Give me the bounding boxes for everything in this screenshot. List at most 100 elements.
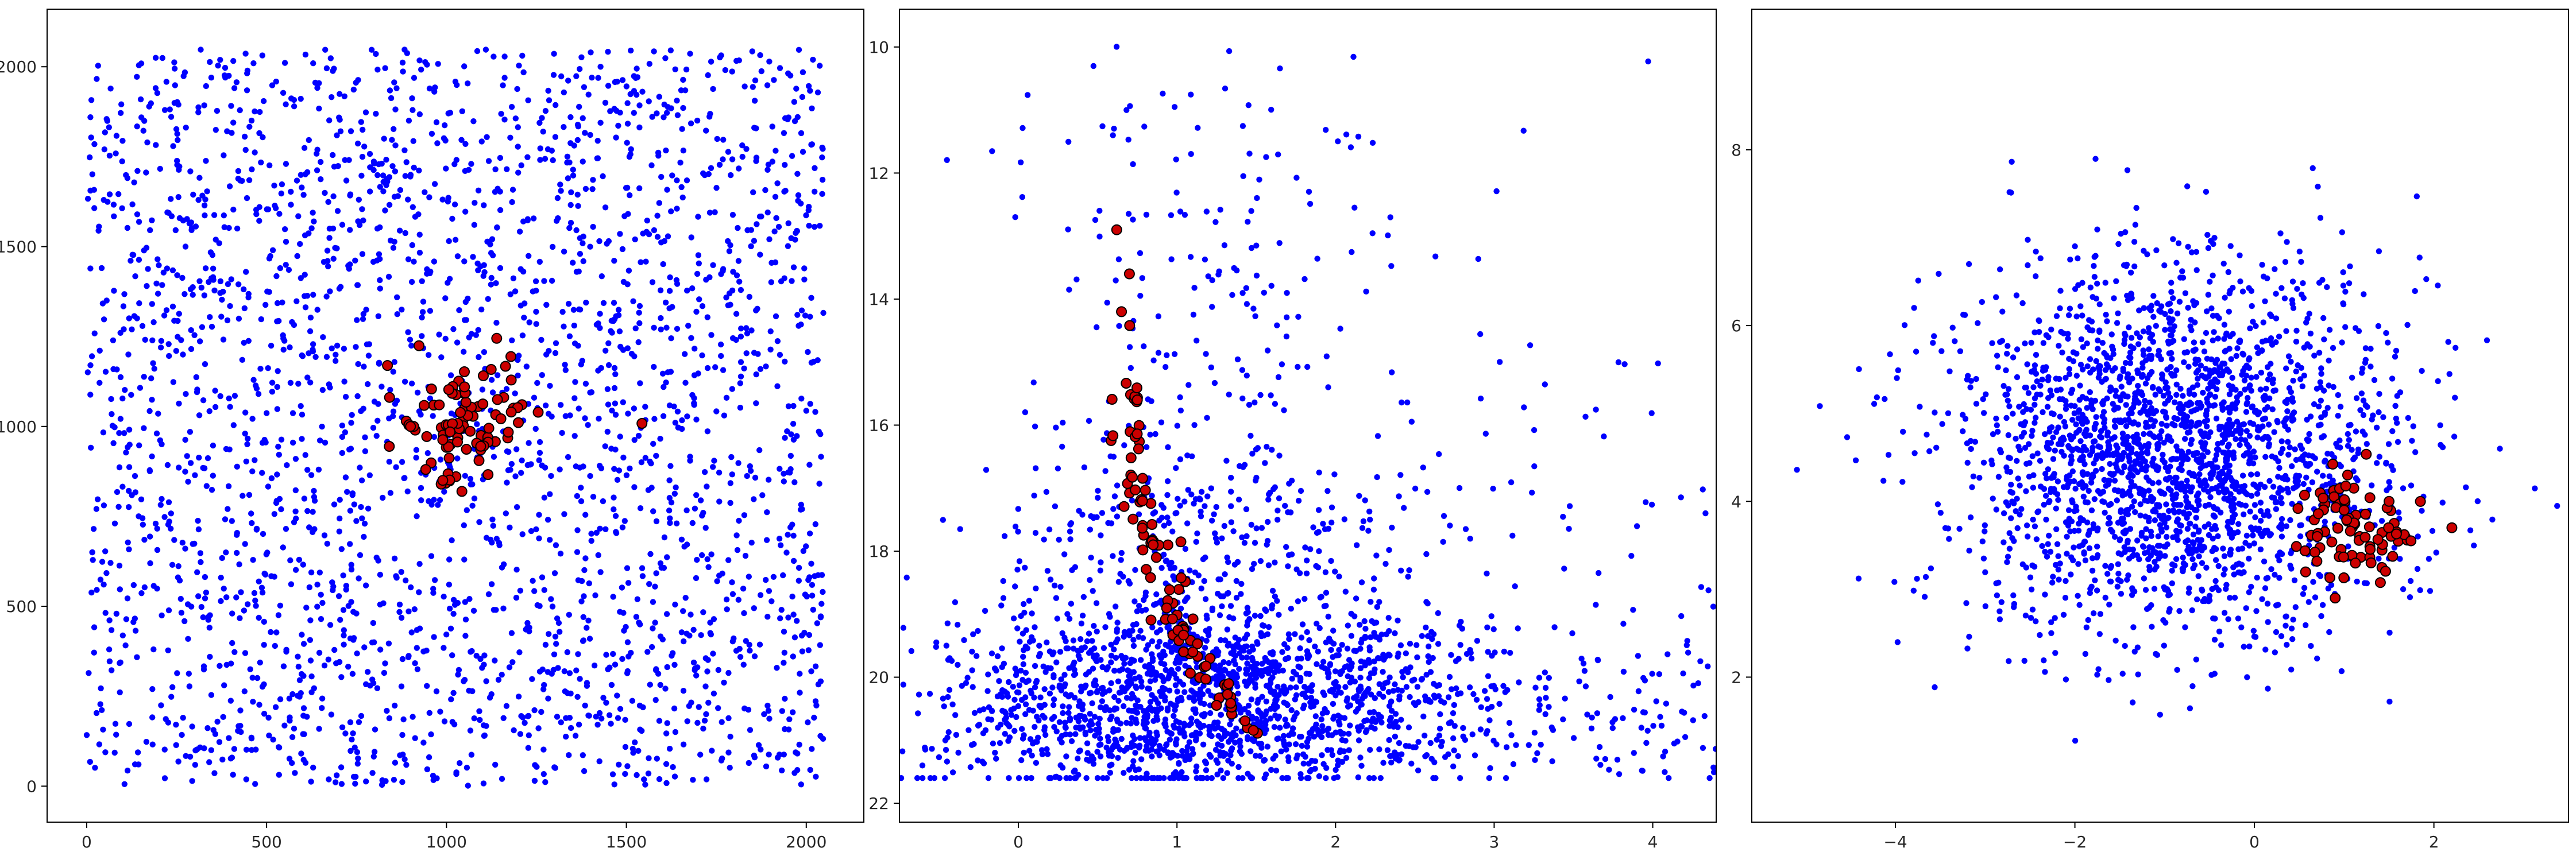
field-point [1315, 507, 1322, 513]
field-point [642, 404, 648, 410]
field-point [578, 578, 585, 584]
field-point [952, 599, 959, 606]
field-point [1267, 715, 1274, 722]
field-point [1165, 750, 1171, 757]
field-point [1006, 775, 1012, 781]
field-point [582, 512, 589, 518]
field-point [169, 684, 176, 691]
field-point [299, 412, 306, 418]
field-point [1022, 409, 1029, 416]
field-point [1057, 649, 1064, 655]
field-point [677, 160, 683, 166]
field-point [1373, 552, 1380, 559]
field-point [770, 574, 777, 580]
field-point [1040, 663, 1046, 670]
field-point [113, 133, 120, 139]
field-point [1335, 762, 1341, 769]
field-point [1372, 695, 1378, 702]
field-point [1265, 624, 1272, 630]
field-point [1340, 730, 1346, 737]
field-point [1450, 735, 1457, 742]
field-point [172, 227, 179, 234]
field-point [134, 211, 141, 218]
field-point [237, 107, 243, 114]
field-point [1222, 730, 1229, 736]
field-point [576, 103, 582, 110]
field-point [385, 273, 392, 280]
field-point [286, 695, 292, 702]
field-point [617, 433, 623, 440]
field-point [166, 518, 172, 525]
field-point [673, 484, 679, 491]
field-point [255, 391, 262, 397]
field-point [651, 227, 658, 234]
field-point [442, 335, 449, 342]
field-point [1330, 700, 1337, 707]
field-point [481, 349, 488, 355]
field-point [940, 517, 947, 523]
field-point [165, 607, 172, 614]
field-point [699, 303, 706, 309]
field-point [451, 202, 458, 208]
field-point [527, 462, 534, 468]
field-point [672, 420, 679, 426]
field-point [964, 675, 971, 681]
field-point [566, 224, 573, 231]
field-point [1225, 757, 1231, 764]
field-point [683, 66, 690, 73]
field-point [365, 353, 372, 359]
field-point [470, 118, 477, 125]
field-point [1361, 618, 1368, 625]
cluster-point [384, 392, 395, 403]
field-point [665, 104, 671, 110]
field-point [1245, 102, 1252, 109]
field-point [176, 166, 182, 173]
field-point [1361, 692, 1367, 699]
field-point [219, 756, 226, 763]
field-point [1075, 703, 1082, 709]
field-point [810, 606, 817, 613]
field-point [664, 664, 670, 671]
field-point [124, 595, 131, 602]
field-point [623, 83, 630, 90]
cluster-point [505, 406, 517, 418]
field-point [126, 487, 132, 494]
field-point [1102, 624, 1109, 630]
field-point [200, 464, 206, 471]
field-point [1520, 127, 1527, 134]
field-point [256, 130, 262, 137]
field-point [468, 752, 475, 758]
field-point [1027, 736, 1034, 742]
field-point [1005, 694, 1011, 700]
field-point [373, 433, 380, 439]
field-point [661, 114, 667, 121]
field-point [664, 187, 670, 193]
field-point [149, 301, 155, 307]
field-point [1239, 534, 1245, 541]
field-point [206, 625, 213, 631]
field-point [397, 752, 403, 758]
field-point [899, 748, 906, 754]
field-point [509, 659, 516, 665]
field-point [307, 328, 314, 335]
field-point [1286, 741, 1292, 748]
field-point [318, 591, 324, 598]
field-point [590, 177, 596, 183]
y-tick-label: 0 [26, 777, 37, 796]
field-point [709, 748, 715, 754]
field-point [374, 417, 381, 424]
field-point [253, 526, 260, 533]
field-point [543, 301, 550, 308]
field-point [288, 202, 294, 208]
field-point [697, 752, 704, 758]
field-point [625, 211, 631, 217]
field-point [689, 392, 696, 398]
field-point [316, 649, 323, 656]
field-point [623, 472, 630, 478]
field-point [738, 326, 744, 332]
field-point [806, 223, 812, 229]
field-point [982, 727, 989, 734]
field-point [768, 260, 775, 266]
field-point [781, 660, 787, 666]
field-point [517, 731, 524, 737]
